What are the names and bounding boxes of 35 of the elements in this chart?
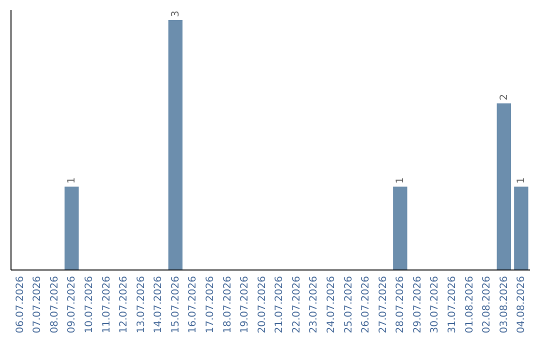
x-tick-label: 14.07.2026 — [153, 276, 164, 334]
x-tick-label: 09.07.2026 — [66, 276, 78, 334]
x-tick-label: 23.07.2026 — [308, 276, 320, 334]
data-label: 1 — [395, 177, 406, 184]
x-tick-label: 25.07.2026 — [343, 276, 354, 334]
x-tick-label: 12.07.2026 — [118, 276, 130, 334]
x-tick-label: 17.07.2026 — [204, 276, 216, 334]
x-tick-label: 29.07.2026 — [412, 276, 424, 334]
x-tick-label: 24.07.2026 — [326, 276, 338, 334]
x-tick-label: 19.07.2026 — [240, 276, 251, 334]
data-label: 3 — [170, 10, 182, 17]
x-tick-label: 21.07.2026 — [274, 276, 286, 334]
x-tick-label: 16.07.2026 — [188, 276, 199, 334]
x-tick-label: 30.07.2026 — [430, 276, 441, 334]
x-tick-label: 26.07.2026 — [360, 276, 372, 334]
x-tick-label: 27.07.2026 — [378, 276, 389, 334]
x-tick-label: 04.08.2026 — [516, 276, 528, 334]
x-tick-label: 31.07.2026 — [447, 276, 458, 334]
data-label: 1 — [516, 177, 528, 184]
data-label: 2 — [498, 94, 510, 100]
x-tick-label: 02.08.2026 — [482, 276, 493, 334]
x-tick-label: 07.07.2026 — [32, 276, 44, 334]
x-tick-label: 18.07.2026 — [222, 276, 234, 334]
x-tick-label: 13.07.2026 — [136, 276, 147, 334]
x-tick-label: 06.07.2026 — [14, 276, 26, 334]
x-tick-label: 01.08.2026 — [464, 276, 476, 334]
x-tick-label: 03.08.2026 — [498, 276, 510, 334]
x-tick-label: 15.07.2026 — [170, 276, 182, 334]
x-tick-label: 22.07.2026 — [291, 276, 302, 334]
x-tick-label: 28.07.2026 — [395, 276, 406, 334]
x-tick-label: 11.07.2026 — [101, 276, 112, 334]
x-tick-label: 10.07.2026 — [84, 276, 95, 334]
x-tick-label: 08.07.2026 — [49, 276, 60, 334]
x-tick-label: 20.07.2026 — [256, 276, 268, 334]
data-label: 1 — [66, 177, 78, 184]
